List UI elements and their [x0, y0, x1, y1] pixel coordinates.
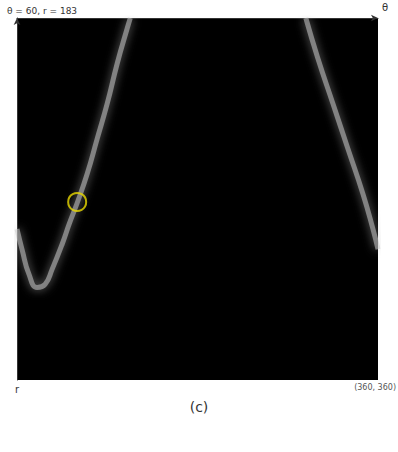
svg-text:(360, 360): (360, 360)	[354, 383, 396, 392]
svg-text:r: r	[15, 384, 20, 395]
svg-text:θ: θ	[382, 2, 388, 13]
svg-text:(c): (c)	[190, 399, 209, 415]
svg-text:θ = 60, r = 183: θ = 60, r = 183	[7, 6, 77, 16]
